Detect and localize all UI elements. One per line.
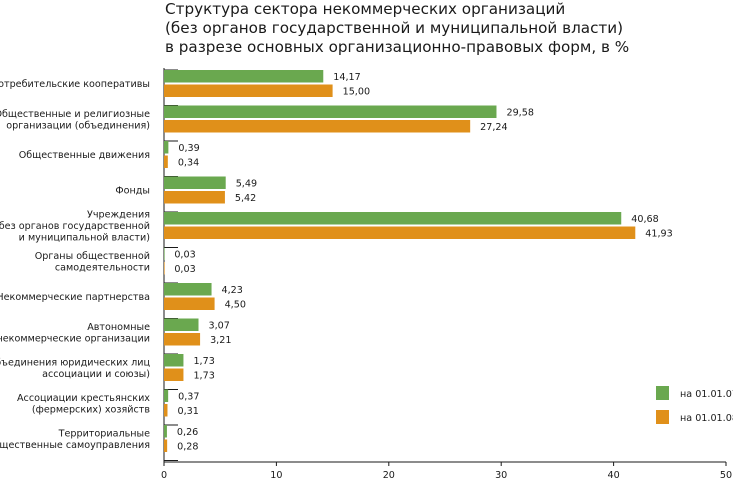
category-label-9-line-1: (фермерских) хозяйств: [32, 404, 150, 415]
bar-1-10: [164, 439, 168, 452]
value-label-1-1: 27,24: [480, 122, 507, 133]
bar-0-1: [164, 105, 497, 118]
bar-1-2: [164, 155, 168, 168]
category-label-3: Фонды: [115, 186, 150, 197]
category-label-1: Общественные и религиозные организации (о…: [0, 109, 150, 132]
bar-0-10: [164, 425, 167, 438]
value-label-1-4: 41,93: [645, 229, 672, 240]
value-label-0-5: 0,03: [174, 250, 195, 261]
x-tick-label-5: 50: [720, 470, 732, 481]
category-label-1-line-1: организации (объединения): [6, 120, 150, 131]
value-label-1-10: 0,28: [177, 442, 198, 453]
category-label-9-line-0: Ассоциации крестьянских: [17, 393, 150, 404]
value-label-1-0: 15,00: [343, 87, 370, 98]
bar-0-4: [164, 212, 622, 225]
legend-label-1: на 01.01.08: [680, 413, 733, 424]
chart-title-line-1: Структура сектора некоммерческих организ…: [165, 0, 566, 18]
value-label-1-7: 3,21: [210, 335, 231, 346]
category-label-4-line-2: и муниципальной власти): [19, 233, 150, 244]
chart-title-line-3: в разрезе основных организационно-правов…: [165, 38, 630, 56]
x-tick-label-1: 10: [270, 470, 282, 481]
bar-1-1: [164, 120, 471, 133]
value-label-1-2: 0,34: [178, 158, 199, 169]
bar-1-4: [164, 226, 636, 239]
value-label-0-3: 5,49: [236, 179, 257, 190]
category-label-4: Учреждения (без органов государственной и …: [0, 210, 150, 244]
bar-0-0: [164, 70, 324, 83]
bar-0-5: [164, 247, 165, 260]
x-tick-label-2: 20: [383, 470, 395, 481]
bar-0-7: [164, 318, 199, 331]
bar-0-8: [164, 354, 184, 367]
bar-0-2: [164, 141, 169, 154]
category-label-4-line-0: Учреждения: [87, 210, 150, 221]
category-label-0: Потребительские кооперативы: [0, 79, 150, 90]
category-label-7: Автономные некоммерческие организации: [0, 322, 150, 345]
value-label-0-1: 29,58: [506, 108, 533, 119]
value-label-0-0: 14,17: [333, 72, 360, 83]
value-label-1-9: 0,31: [177, 406, 198, 417]
bar-1-6: [164, 297, 215, 310]
category-label-10: Территориальные общественные самоуправлен…: [0, 428, 150, 451]
bar-0-6: [164, 283, 212, 296]
bar-1-8: [164, 368, 184, 381]
category-label-0-line-0: Потребительские кооперативы: [0, 79, 150, 90]
value-label-0-8: 1,73: [193, 356, 214, 367]
x-tick-label-4: 40: [607, 470, 619, 481]
value-label-1-3: 5,42: [235, 193, 256, 204]
category-label-7-line-0: Автономные: [87, 322, 150, 333]
legend-label-0: на 01.01.07: [680, 389, 733, 400]
category-label-9: Ассоциации крестьянских (фермерских) хозя…: [17, 393, 150, 416]
x-tick-label-0: 0: [161, 470, 167, 481]
value-label-0-10: 0,26: [177, 427, 198, 438]
bar-1-9: [164, 404, 168, 417]
value-label-0-7: 3,07: [209, 321, 230, 332]
category-label-1-line-0: Общественные и религиозные: [0, 109, 150, 120]
category-label-2-line-0: Общественные движения: [19, 150, 150, 161]
bar-1-5: [164, 262, 165, 275]
category-label-6-line-0: Некоммерческие партнерства: [0, 292, 150, 303]
bar-0-3: [164, 176, 226, 189]
category-label-10-line-1: общественные самоуправления: [0, 440, 150, 451]
category-label-8-line-0: Объединения юридических лиц: [0, 357, 150, 368]
category-label-8: Объединения юридических лиц ассоциации и …: [0, 357, 150, 380]
chart-title: Структура сектора некоммерческих организ…: [165, 0, 725, 57]
category-label-6: Некоммерческие партнерства: [0, 292, 150, 303]
category-label-2: Общественные движения: [19, 150, 150, 161]
value-label-1-5: 0,03: [174, 264, 195, 275]
category-label-5: Органы общественной самодеятельности: [35, 251, 150, 274]
category-label-5-line-0: Органы общественной: [35, 251, 150, 262]
value-label-0-4: 40,68: [631, 214, 658, 225]
x-tick-label-3: 30: [495, 470, 507, 481]
category-label-7-line-1: некоммерческие организации: [0, 333, 150, 344]
bar-0-9: [164, 389, 169, 402]
value-label-1-6: 4,50: [225, 300, 246, 311]
value-label-1-8: 1,73: [193, 371, 214, 382]
category-label-8-line-1: ассоциации и союзы): [42, 369, 150, 380]
value-label-0-6: 4,23: [222, 285, 243, 296]
category-label-5-line-1: самодеятельности: [55, 262, 150, 273]
bar-1-0: [164, 84, 333, 97]
category-label-4-line-1: (без органов государственной: [0, 221, 150, 232]
chart-title-line-2: (без органов государственной и муниципал…: [165, 19, 624, 37]
bar-1-7: [164, 333, 201, 346]
value-label-0-9: 0,37: [178, 392, 199, 403]
category-label-10-line-0: Территориальные: [58, 428, 150, 439]
bar-1-3: [164, 191, 225, 204]
category-label-3-line-0: Фонды: [115, 186, 150, 197]
legend-swatch-0: [656, 386, 669, 400]
legend-swatch-1: [656, 410, 669, 424]
value-label-0-2: 0,39: [178, 143, 199, 154]
